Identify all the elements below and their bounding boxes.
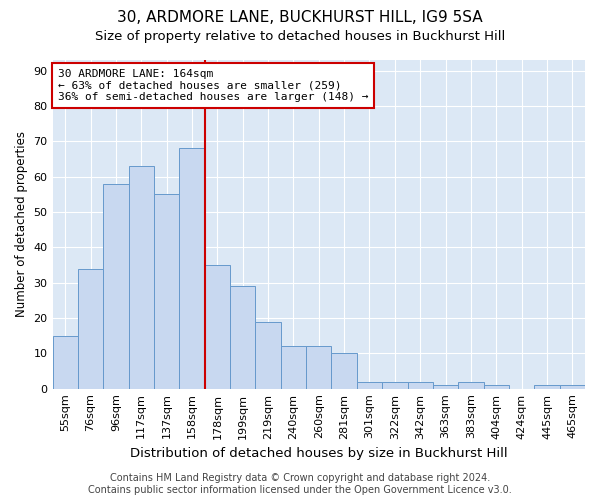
Text: 30, ARDMORE LANE, BUCKHURST HILL, IG9 5SA: 30, ARDMORE LANE, BUCKHURST HILL, IG9 5S… xyxy=(117,10,483,25)
Bar xyxy=(560,385,585,388)
Bar xyxy=(179,148,205,388)
Bar xyxy=(306,346,331,389)
Y-axis label: Number of detached properties: Number of detached properties xyxy=(15,132,28,318)
Bar xyxy=(78,268,103,388)
Bar xyxy=(407,382,433,388)
Bar xyxy=(154,194,179,388)
Text: 30 ARDMORE LANE: 164sqm
← 63% of detached houses are smaller (259)
36% of semi-d: 30 ARDMORE LANE: 164sqm ← 63% of detache… xyxy=(58,69,368,102)
Bar xyxy=(433,385,458,388)
Bar xyxy=(128,166,154,388)
Bar xyxy=(281,346,306,389)
Bar xyxy=(382,382,407,388)
Bar xyxy=(205,265,230,388)
Bar xyxy=(458,382,484,388)
Text: Contains HM Land Registry data © Crown copyright and database right 2024.
Contai: Contains HM Land Registry data © Crown c… xyxy=(88,474,512,495)
Text: Size of property relative to detached houses in Buckhurst Hill: Size of property relative to detached ho… xyxy=(95,30,505,43)
Bar xyxy=(357,382,382,388)
Bar xyxy=(331,354,357,388)
Bar xyxy=(534,385,560,388)
Bar xyxy=(53,336,78,388)
X-axis label: Distribution of detached houses by size in Buckhurst Hill: Distribution of detached houses by size … xyxy=(130,447,508,460)
Bar xyxy=(256,322,281,388)
Bar xyxy=(230,286,256,388)
Bar xyxy=(103,184,128,388)
Bar xyxy=(484,385,509,388)
